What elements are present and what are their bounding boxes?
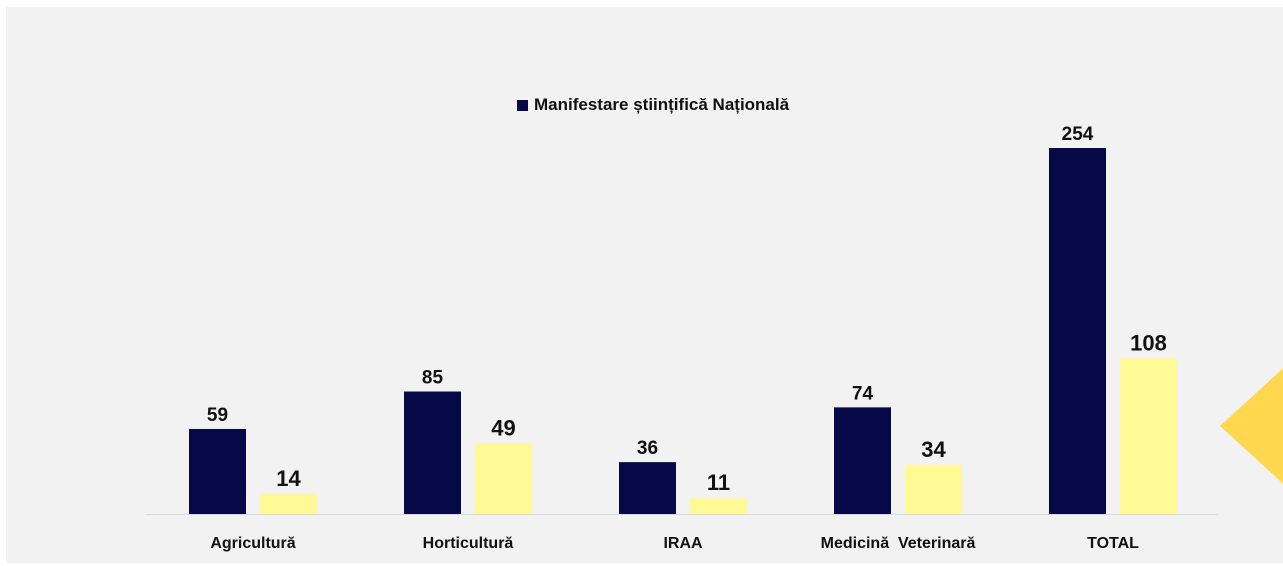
data-label-s2-3: 34 <box>921 437 946 462</box>
data-label-s1-4: 254 <box>1062 124 1094 145</box>
chart-legend: Manifestare științifică Națională <box>517 95 789 115</box>
bar-s2-4 <box>1120 358 1177 514</box>
data-label-s1-0: 59 <box>207 405 228 426</box>
bar-s2-1 <box>475 443 532 514</box>
category-label-2: IRAA <box>663 535 703 552</box>
bar-s1-1 <box>404 391 461 514</box>
category-label-3: Medicină Veterinară <box>821 535 976 552</box>
data-label-s2-4: 108 <box>1130 330 1167 355</box>
category-label-1: Horticultură <box>423 535 514 552</box>
data-label-s2-0: 14 <box>276 466 301 491</box>
bar-chart: 59 14 Agricultură 85 49 Horticultură 36 11 IRAA 7… <box>146 124 1218 552</box>
data-label-s1-2: 36 <box>637 438 658 459</box>
data-label-s1-1: 85 <box>422 368 444 389</box>
legend-swatch <box>517 99 528 111</box>
bar-s2-3 <box>905 465 962 514</box>
bar-s1-2 <box>619 462 676 514</box>
bar-s1-4 <box>1049 148 1106 514</box>
legend-label: Manifestare științifică Națională <box>534 95 790 114</box>
data-label-s1-3: 74 <box>852 383 874 404</box>
bar-s2-2 <box>690 498 747 514</box>
data-label-s2-1: 49 <box>491 415 515 440</box>
category-label-0: Agricultură <box>210 535 295 552</box>
category-label-4: TOTAL <box>1087 535 1139 552</box>
bar-s2-0 <box>260 493 317 514</box>
bar-s1-0 <box>189 428 246 514</box>
slide: Manifestare științifică Națională 59 14 Ag… <box>6 7 1283 563</box>
bar-s1-3 <box>834 407 891 514</box>
data-label-s2-2: 11 <box>707 470 730 495</box>
decorative-triangle <box>1220 362 1283 490</box>
